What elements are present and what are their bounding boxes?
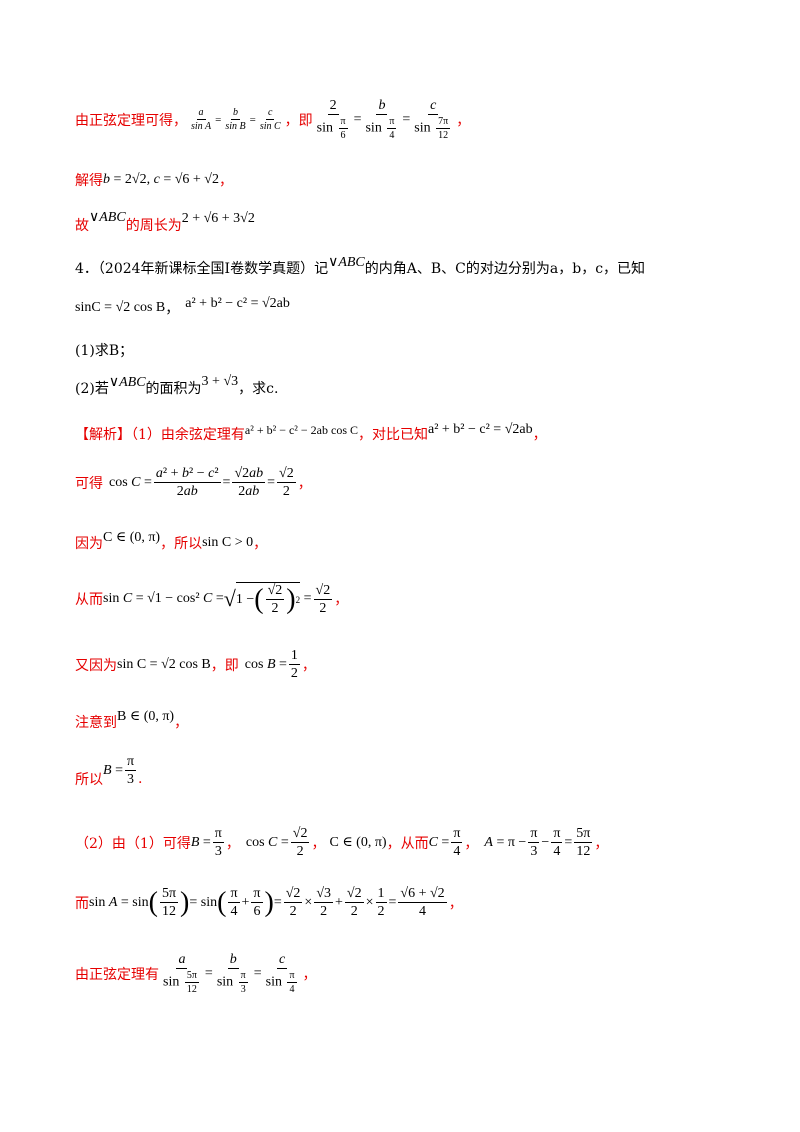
text-mid: ，即 (284, 112, 313, 129)
frac-root2-2: √2 2 (277, 466, 296, 500)
text-end: ， (334, 592, 349, 609)
text-prefix: 因为 (75, 536, 103, 552)
text-prefix: 由正弦定理可得， (75, 112, 187, 129)
text-end: ， (532, 427, 547, 443)
text-end: ， (301, 657, 316, 674)
text-end: . (138, 770, 143, 787)
C-range: C ∈ (0, π) (103, 529, 161, 545)
text-prefix: 所以 (75, 771, 103, 788)
text-prefix: 从而 (75, 592, 103, 609)
question-head: 4．（2024年新课标全国Ⅰ卷数学真题）记 (75, 261, 329, 277)
line-perimeter: 故 ∨ABC 的周长为 2 + √6 + 3√2 (75, 210, 255, 235)
text-prefix: 注意到 (75, 715, 117, 731)
text-end: ， (174, 715, 189, 731)
sinC-positive: sin C > 0 (202, 535, 254, 550)
frac-root2ab: √2ab 2ab (232, 466, 266, 500)
line-law-of-sines: 由正弦定理可得， a sin A = b sin B = c sin C ，即 2 si… (75, 98, 471, 142)
frac-b-sinB: b sin B (225, 107, 246, 133)
text-prefix: 解得 (75, 173, 103, 189)
solution-2: 可得 cos C = a² + b² − c² 2ab = √2ab 2ab = √… (75, 466, 312, 500)
question-4-conditions: sinC = √2 cos B ， a² + b² − c² = √2ab (75, 296, 290, 318)
text-end: ， (594, 835, 609, 852)
sep: ， (225, 835, 240, 852)
part2-end: ，求c. (238, 381, 279, 397)
frac-cos-law: a² + b² − c² 2ab (153, 466, 221, 500)
part2-line1: （2）由（1）可得 B = π 3 ， cos C = √2 2 ， C ∈ (0, π… (75, 826, 609, 860)
sep: ， (311, 835, 326, 852)
part1-text: (1)求B； (75, 343, 134, 359)
text-mid: 的周长为 (125, 218, 182, 234)
solution-tag: 【解析】（1）由余弦定理有 (75, 427, 245, 443)
triangle-abc: ∨ABC (328, 254, 365, 270)
text-end: ， (448, 895, 463, 912)
triangle-abc: ∨ABC (108, 374, 146, 390)
frac-a-sinA: a sin A (191, 107, 212, 133)
question-tail: 的内角A、B、C的对边分别为a，b，c，已知 (364, 261, 646, 277)
text-prefix: 故 (75, 218, 89, 234)
solution-1: 【解析】（1）由余弦定理有 a² + b² − c² − 2ab cos C ，… (75, 422, 547, 444)
sinC-eq: sin C = √2 cos B (117, 656, 211, 672)
text-prefix: 又因为 (75, 657, 117, 674)
text-prefix: 由正弦定理有 (75, 966, 159, 983)
part2-pre: (2)若 (75, 381, 109, 397)
part2-line2: 而 sin A = sin(5π 12) = sin(π 4 + π 6) = √2 2 × √3… (75, 886, 463, 920)
cos-rule: a² + b² − c² − 2ab cos C (244, 422, 358, 437)
solution-4: 从而 sin C = √1 − cos² C = √ 1 −(√2 2) 2 = √… (75, 582, 349, 617)
text-prefix: 而 (75, 895, 89, 912)
text-prefix: （2）由（1）可得 (75, 835, 191, 852)
question-4-part2: (2)若 ∨ABC 的面积为 3 + √3 ，求c. (75, 374, 279, 398)
cos-law-known: a² + b² − c² = √2ab (428, 422, 533, 437)
text-end: ， (253, 536, 268, 552)
C-range: C ∈ (0, π) (329, 835, 387, 851)
text-end: ， (456, 112, 471, 129)
triangle-abc: ∨ABC (89, 209, 126, 225)
solution-3: 因为 C ∈ (0, π) ，所以 sin C > 0 ， (75, 530, 268, 553)
text-mid: ，对比已知 (358, 427, 428, 443)
question-4: 4．（2024年新课标全国Ⅰ卷数学真题）记 ∨ABC 的内角A、B、C的对边分别… (75, 255, 646, 278)
perimeter-value: 2 + √6 + 3√2 (181, 211, 255, 226)
question-4-part1: (1)求B； (75, 340, 133, 360)
text-end: ， (218, 173, 233, 189)
frac-c-sinC: c sin C (259, 107, 281, 133)
text-mid: ，所以 (160, 536, 203, 552)
sep: ， (464, 835, 479, 852)
part2-mid: 的面积为 (145, 381, 202, 397)
text-mid: ，即 (210, 657, 239, 674)
text-end: ， (297, 475, 312, 492)
cond-cosine-law: a² + b² − c² = √2ab (185, 296, 290, 311)
cond-sinC: sinC = √2 cos B (75, 300, 166, 315)
text-prefix: 可得 (75, 475, 103, 492)
solution-6: 注意到 B ∈ (0, π) ， (75, 709, 189, 732)
sep: ， (165, 301, 180, 317)
text-end: ， (302, 966, 317, 983)
B-range: B ∈ (0, π) (117, 708, 175, 724)
math-b-c-values: b = 2√2, c = √6 + √2 (103, 172, 219, 187)
frac-c-sin-7pi12: c sin 7π 12 (414, 98, 451, 142)
line-solve-bc: 解得 b = 2√2, c = √6 + √2 ， (75, 170, 233, 190)
text-mid: ，从而 (386, 835, 429, 852)
area-value: 3 + √3 (201, 374, 239, 389)
